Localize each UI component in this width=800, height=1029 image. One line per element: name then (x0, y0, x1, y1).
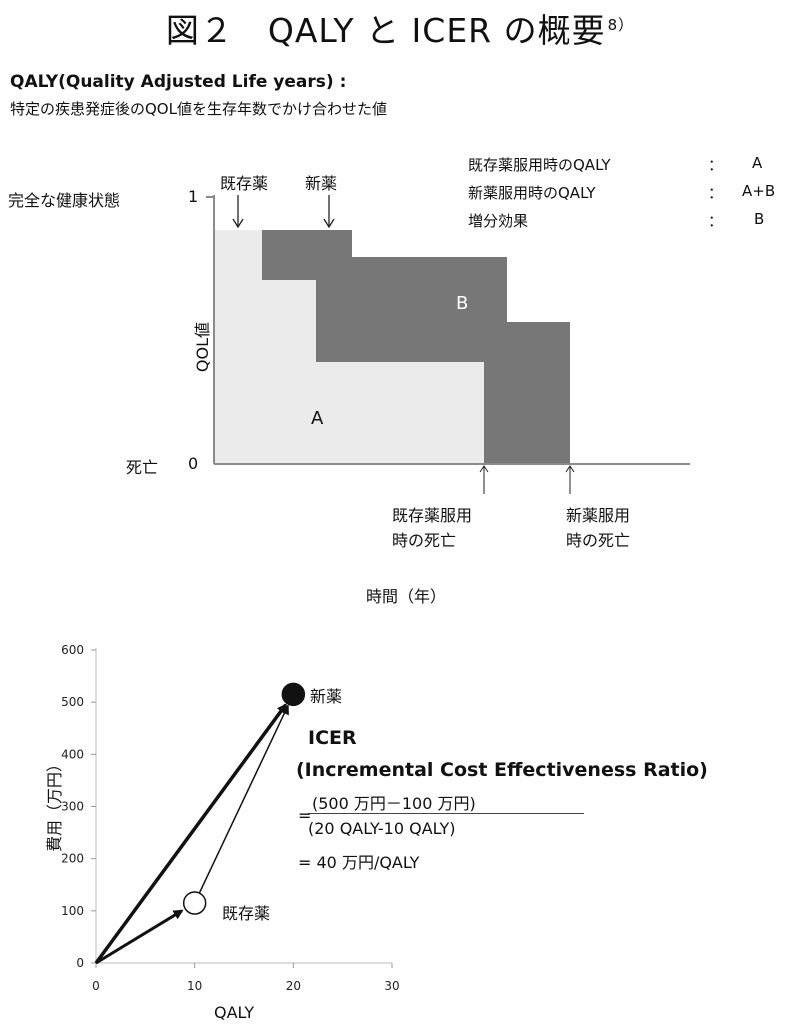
figure-title-ref: 8） (607, 16, 635, 34)
death-existing-line2: 時の死亡 (392, 531, 457, 550)
qaly-heading: QALY(Quality Adjusted Life years) : (10, 72, 347, 92)
y-tick-label: 100 (61, 904, 84, 918)
qol-tick-1-label: 1 (188, 187, 199, 206)
arrow-existing-to-new (198, 704, 289, 894)
death-new-line2: 時の死亡 (566, 531, 631, 550)
x-tick-label: 10 (187, 979, 202, 993)
y-tick-label: 300 (61, 800, 84, 814)
figure-title: 図２ QALY と ICER の概要 8） (0, 4, 800, 52)
arrow-origin-to-existing (95, 909, 184, 965)
area-a-label: A (311, 408, 324, 429)
death-new-line1: 新薬服用 (566, 506, 631, 525)
legend-sep: ： (708, 212, 724, 230)
legend-value: B (754, 210, 765, 228)
chart-x-axis-label: QALY (214, 1003, 255, 1022)
death-label: 死亡 (126, 458, 159, 477)
legend-row-existing: 既存薬服用時のQALY ： A (468, 154, 798, 176)
legend-label: 新薬服用時のQALY (468, 184, 596, 202)
arrow-new-icon (323, 195, 335, 229)
icer-title: ICER (308, 727, 357, 749)
figure-title-text: 図２ QALY と ICER の概要 (165, 11, 606, 50)
legend-label: 増分効果 (468, 212, 529, 230)
death-existing-line1: 既存薬服用 (392, 506, 473, 525)
icer-result: = 40 万円/QALY (298, 853, 420, 872)
icer-equals: = (298, 806, 312, 825)
legend-sep: ： (708, 184, 724, 202)
legend-value: A (752, 154, 763, 172)
arrow-existing-icon (232, 195, 244, 229)
arrow-new-label: 新薬 (305, 174, 338, 193)
point-label-new: 新薬 (310, 687, 343, 706)
arrow-origin-to-new (94, 703, 288, 965)
icer-numerator: (500 万円－100 万円) (312, 794, 476, 813)
qaly-description: 特定の疾患発症後のQOL値を生存年数でかけ合わせた値 (10, 100, 387, 118)
x-tick-label: 0 (92, 979, 100, 993)
arrow-existing-label: 既存薬 (220, 174, 269, 193)
legend-row-increment: 増分効果 ： B (468, 210, 798, 232)
legend-value: A+B (742, 182, 776, 200)
full-health-label: 完全な健康状態 (8, 191, 121, 210)
chart-y-axis-label: 費用（万円） (45, 756, 64, 853)
y-tick-label: 200 (61, 852, 84, 866)
area-b-label: B (456, 293, 469, 314)
legend-label: 既存薬服用時のQALY (468, 156, 611, 174)
area-a-shape (214, 230, 484, 464)
y-tick-label: 500 (61, 695, 84, 709)
y-tick-label: 600 (61, 643, 84, 657)
point-label-existing: 既存薬 (222, 904, 271, 923)
x-tick-label: 30 (384, 979, 399, 993)
point-new-drug (281, 682, 306, 707)
arrow-death-new-icon (565, 465, 575, 494)
qol-tick-0-label: 0 (188, 454, 199, 473)
icer-fraction-bar (308, 813, 584, 814)
area-b-shape (262, 230, 570, 464)
y-tick-label: 400 (61, 747, 84, 761)
x-tick-label: 20 (286, 979, 301, 993)
point-existing-drug (182, 891, 207, 915)
y-tick-label: 0 (76, 956, 84, 970)
legend-sep: ： (708, 156, 724, 174)
arrow-death-existing-icon (479, 465, 489, 494)
time-axis-label: 時間（年） (366, 587, 447, 606)
icer-denominator: (20 QALY-10 QALY) (308, 819, 456, 838)
legend-row-new: 新薬服用時のQALY ： A+B (468, 182, 798, 204)
icer-subtitle: (Incremental Cost Effectiveness Ratio) (296, 759, 708, 781)
